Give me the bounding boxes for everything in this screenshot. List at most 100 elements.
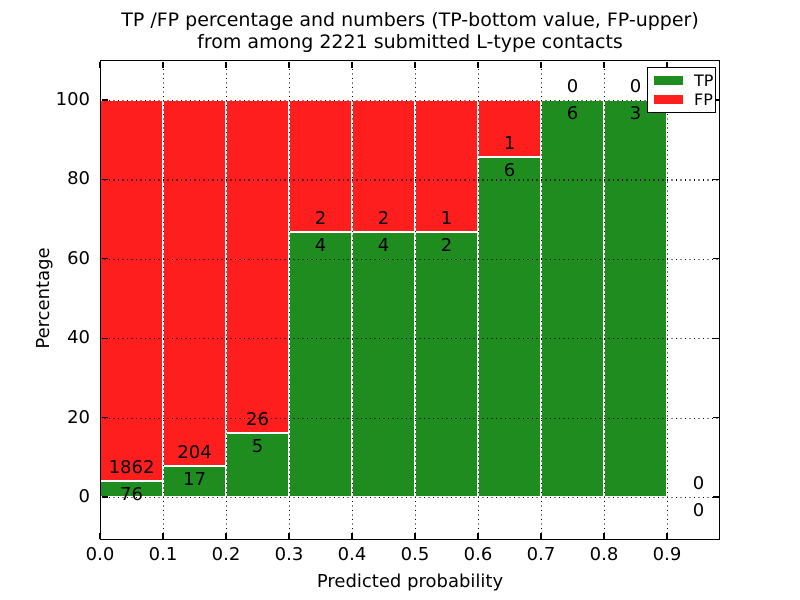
x-tick-mark xyxy=(540,61,542,68)
legend-item-fp: FP xyxy=(654,90,715,109)
x-tick-label: 0.4 xyxy=(337,544,367,565)
bar-value-label-fp: 1 xyxy=(503,132,516,154)
bar-value-label-tp: 6 xyxy=(566,103,579,124)
x-tick-mark xyxy=(288,61,290,68)
x-tick-label: 0.2 xyxy=(211,544,241,565)
chart-title-line1: TP /FP percentage and numbers (TP-bottom… xyxy=(121,9,699,31)
y-tick-label: 20 xyxy=(67,406,90,428)
x-tick-mark xyxy=(225,532,227,539)
y-axis-label: Percentage xyxy=(33,247,54,349)
legend-label-fp: FP xyxy=(694,90,713,109)
y-tick-mark xyxy=(101,178,108,181)
x-tick-mark xyxy=(666,61,668,68)
x-tick-mark xyxy=(225,61,227,68)
y-tick-mark xyxy=(101,337,108,339)
x-tick-label: 0.6 xyxy=(463,544,493,565)
gridline-x xyxy=(289,60,291,540)
bar-value-label-fp: 204 xyxy=(177,442,212,464)
x-tick-label: 0.9 xyxy=(652,544,682,565)
plot-frame xyxy=(100,60,720,540)
bar-segment-tp xyxy=(163,466,226,497)
bar-value-label-tp: 2 xyxy=(440,235,453,257)
bar-segment-fp xyxy=(226,100,289,433)
bar-segment-fp xyxy=(289,100,352,233)
legend: TP FP xyxy=(647,67,716,113)
legend-item-tp: TP xyxy=(654,71,715,90)
bar-segment-fp xyxy=(478,100,541,157)
bar-segment-fp xyxy=(415,100,478,233)
bar-value-label-fp: 2 xyxy=(314,208,327,230)
x-axis-label: Predicted probability xyxy=(316,571,504,592)
bar-value-label-tp: 4 xyxy=(377,235,390,257)
bar-segment-tp xyxy=(478,156,541,497)
bar-value-label-tp: 76 xyxy=(120,484,143,506)
gridline-y xyxy=(100,338,720,340)
x-tick-mark xyxy=(477,61,479,68)
bar-value-label-fp: 0 xyxy=(566,76,579,97)
bar-value-label-tp: 17 xyxy=(183,469,206,491)
tp-legend-swatch-icon xyxy=(654,76,683,85)
y-tick-mark xyxy=(712,258,719,260)
bar-value-label-tp: 0 xyxy=(692,500,705,521)
gridline-y xyxy=(100,497,720,499)
x-tick-mark xyxy=(477,532,479,539)
x-tick-mark xyxy=(99,532,101,539)
bar-segment-tp xyxy=(604,100,667,497)
gridline-x xyxy=(352,60,354,540)
y-tick-mark xyxy=(101,258,108,260)
bar-value-label-tp: 6 xyxy=(503,159,516,181)
gridline-y xyxy=(100,100,720,102)
bar-value-label-fp: 2 xyxy=(377,208,390,230)
x-tick-mark xyxy=(162,532,164,539)
y-tick-label: 80 xyxy=(67,168,90,190)
gridline-y xyxy=(100,417,720,419)
y-tick-mark xyxy=(712,496,719,498)
chart-title-line2: from among 2221 submitted L-type contact… xyxy=(197,31,623,53)
y-tick-mark xyxy=(101,416,108,419)
x-tick-mark xyxy=(666,532,668,539)
legend-label-tp: TP xyxy=(694,71,714,90)
y-tick-mark xyxy=(712,178,719,181)
gridline-x xyxy=(478,60,480,540)
x-tick-label: 0.8 xyxy=(589,544,619,565)
gridline-x xyxy=(415,60,417,540)
gridline-x xyxy=(541,60,543,540)
y-tick-label: 40 xyxy=(67,327,90,349)
x-tick-label: 0.1 xyxy=(148,544,178,565)
x-tick-mark xyxy=(351,532,353,539)
y-tick-mark xyxy=(712,416,719,419)
bar-value-label-tp: 5 xyxy=(251,435,264,457)
x-tick-mark xyxy=(99,61,101,68)
fp-legend-swatch-icon xyxy=(654,95,683,104)
bar-segment-tp xyxy=(415,232,478,497)
bar-value-label-fp: 26 xyxy=(246,408,269,430)
bar-segment-tp xyxy=(541,100,604,497)
y-tick-label: 60 xyxy=(67,247,90,269)
bar-segment-fp xyxy=(352,100,415,233)
gridline-y xyxy=(100,179,720,181)
x-tick-mark xyxy=(603,532,605,539)
x-tick-mark xyxy=(288,532,290,539)
gridline-x xyxy=(604,60,606,540)
y-tick-label: 0 xyxy=(78,486,90,507)
bar-value-label-fp: 0 xyxy=(629,76,642,97)
x-tick-label: 0.7 xyxy=(526,544,556,565)
y-tick-mark xyxy=(101,496,108,498)
x-tick-mark xyxy=(351,61,353,68)
gridline-x xyxy=(226,60,228,540)
gridline-x xyxy=(667,60,669,540)
gridline-y xyxy=(100,258,720,260)
x-tick-mark xyxy=(603,61,605,68)
x-tick-mark xyxy=(162,61,164,68)
x-tick-mark xyxy=(414,61,416,68)
bar-segment-tp xyxy=(289,232,352,497)
bar-value-label-fp: 1862 xyxy=(108,457,155,479)
x-tick-label: 0.5 xyxy=(400,544,430,565)
bar-value-label-fp: 0 xyxy=(692,473,705,494)
gridline-x xyxy=(163,60,165,540)
x-tick-mark xyxy=(414,532,416,539)
x-tick-label: 0.0 xyxy=(85,544,115,565)
bar-value-label-fp: 1 xyxy=(440,208,453,230)
